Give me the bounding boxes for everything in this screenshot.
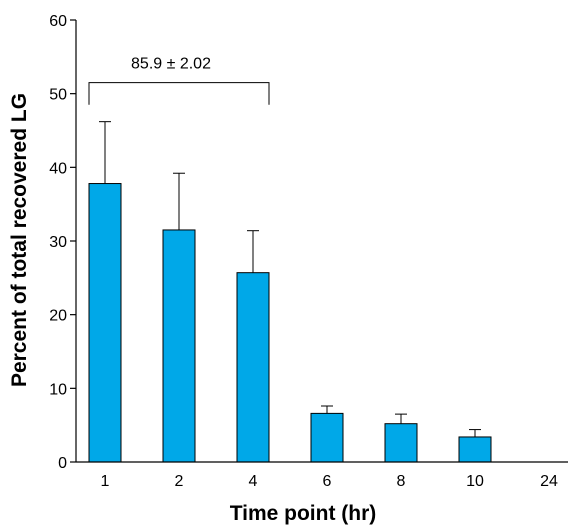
- bar: [88, 183, 122, 463]
- x-axis-ticks: 1 2 4 6 8 10 24: [101, 473, 558, 490]
- y-tick-label: 30: [49, 234, 67, 251]
- y-tick-label: 50: [49, 87, 67, 104]
- bar: [310, 412, 344, 463]
- x-tick-label: 6: [323, 473, 332, 490]
- x-tick-label: 1: [101, 473, 110, 490]
- bar: [384, 423, 418, 463]
- x-tick-label: 24: [540, 473, 558, 490]
- y-tick-label: 20: [49, 308, 67, 325]
- x-axis-label: Time point (hr): [230, 502, 377, 525]
- x-tick-label: 4: [249, 473, 258, 490]
- bar: [458, 436, 492, 463]
- x-tick-label: 2: [175, 473, 184, 490]
- error-bars: [99, 121, 481, 437]
- y-tick-label: 60: [49, 13, 67, 30]
- bars: [88, 183, 492, 463]
- bar: [162, 229, 196, 463]
- x-tick-label: 8: [397, 473, 406, 490]
- bracket-annotation: 85.9 ± 2.02: [88, 56, 270, 105]
- bracket-line: [88, 82, 270, 105]
- y-tick-label: 10: [49, 381, 67, 398]
- y-tick-label: 40: [49, 160, 67, 177]
- x-tick-label: 10: [466, 473, 484, 490]
- y-axis-ticks: 0 10 20 30 40 50 60: [49, 13, 76, 472]
- y-axis-label: Percent of total recovered LG: [8, 93, 31, 387]
- bar: [236, 272, 270, 463]
- bracket-label: 85.9 ± 2.02: [131, 56, 211, 73]
- y-tick-label: 0: [58, 455, 67, 472]
